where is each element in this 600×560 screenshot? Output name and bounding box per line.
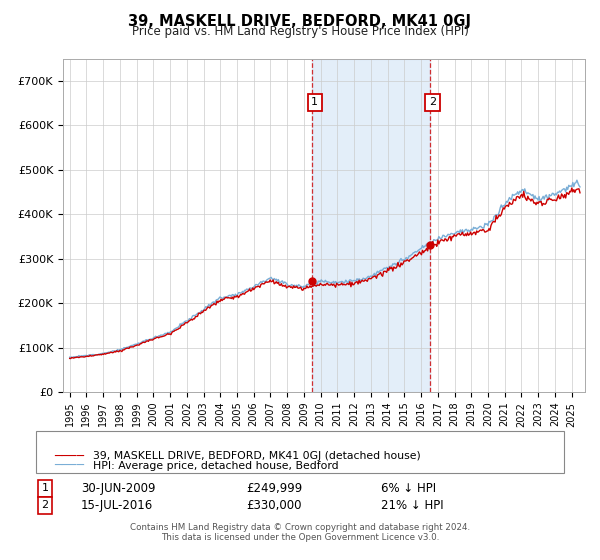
Bar bbox=[312, 59, 430, 392]
Text: 2: 2 bbox=[429, 97, 436, 107]
Text: 1: 1 bbox=[41, 483, 49, 493]
Text: 1: 1 bbox=[311, 97, 318, 107]
Text: Price paid vs. HM Land Registry's House Price Index (HPI): Price paid vs. HM Land Registry's House … bbox=[131, 25, 469, 38]
Text: ────: ──── bbox=[54, 459, 84, 473]
Text: 21% ↓ HPI: 21% ↓ HPI bbox=[381, 498, 443, 512]
Text: 15-JUL-2016: 15-JUL-2016 bbox=[81, 498, 153, 512]
Text: 2: 2 bbox=[41, 500, 49, 510]
Text: HPI: Average price, detached house, Bedford: HPI: Average price, detached house, Bedf… bbox=[93, 461, 338, 471]
Text: 39, MASKELL DRIVE, BEDFORD, MK41 0GJ: 39, MASKELL DRIVE, BEDFORD, MK41 0GJ bbox=[128, 14, 472, 29]
Text: ────: ──── bbox=[54, 450, 84, 463]
Text: 39, MASKELL DRIVE, BEDFORD, MK41 0GJ (detached house): 39, MASKELL DRIVE, BEDFORD, MK41 0GJ (de… bbox=[93, 451, 421, 461]
Text: £330,000: £330,000 bbox=[246, 498, 302, 512]
Text: 30-JUN-2009: 30-JUN-2009 bbox=[81, 482, 155, 495]
Text: This data is licensed under the Open Government Licence v3.0.: This data is licensed under the Open Gov… bbox=[161, 533, 439, 542]
Text: £249,999: £249,999 bbox=[246, 482, 302, 495]
Text: 6% ↓ HPI: 6% ↓ HPI bbox=[381, 482, 436, 495]
Text: Contains HM Land Registry data © Crown copyright and database right 2024.: Contains HM Land Registry data © Crown c… bbox=[130, 523, 470, 532]
